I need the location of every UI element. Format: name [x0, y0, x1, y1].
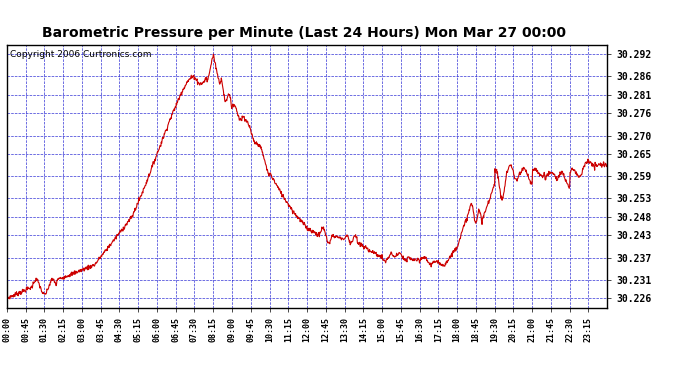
Text: Barometric Pressure per Minute (Last 24 Hours) Mon Mar 27 00:00: Barometric Pressure per Minute (Last 24 …: [41, 26, 566, 40]
Text: Copyright 2006 Curtronics.com: Copyright 2006 Curtronics.com: [10, 50, 151, 59]
